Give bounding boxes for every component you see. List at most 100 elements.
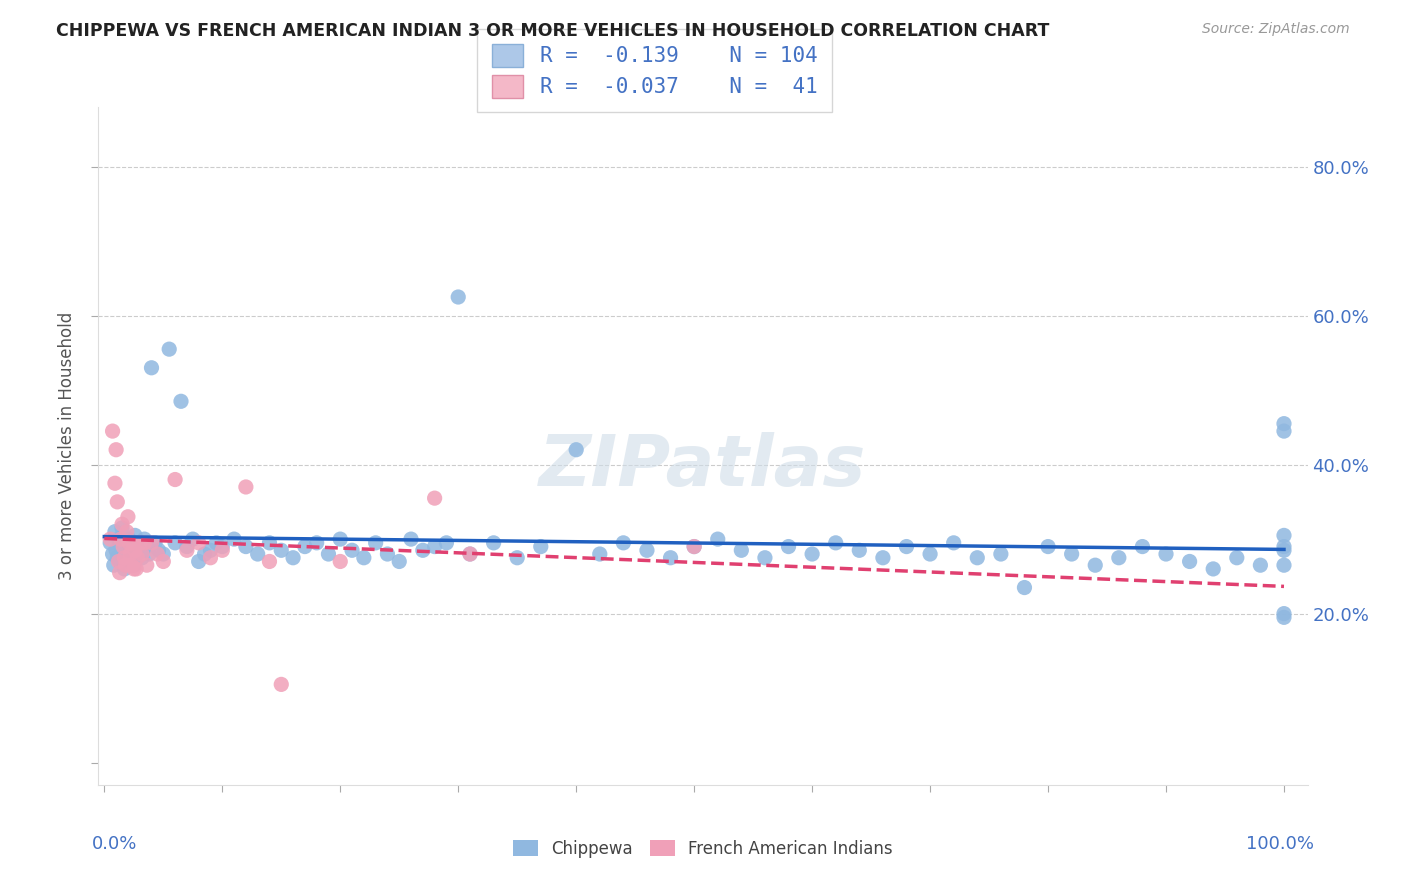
- Point: [122, 562, 145, 576]
- Point: [107, 532, 129, 546]
- Point: [270, 543, 292, 558]
- Point: [122, 558, 145, 573]
- Point: [120, 547, 142, 561]
- Point: [872, 550, 894, 565]
- Y-axis label: 3 or more Vehicles in Household: 3 or more Vehicles in Household: [58, 312, 76, 580]
- Point: [115, 547, 138, 561]
- Point: [120, 550, 142, 565]
- Point: [340, 543, 363, 558]
- Point: [1272, 610, 1295, 624]
- Point: [120, 558, 142, 573]
- Point: [200, 550, 222, 565]
- Point: [235, 540, 257, 554]
- Point: [165, 473, 187, 487]
- Point: [1272, 417, 1295, 431]
- Point: [104, 476, 127, 491]
- Point: [1272, 543, 1295, 558]
- Point: [246, 547, 269, 561]
- Point: [112, 543, 135, 558]
- Point: [127, 550, 149, 565]
- Point: [942, 536, 965, 550]
- Point: [659, 550, 682, 565]
- Point: [565, 442, 588, 457]
- Point: [125, 547, 148, 561]
- Point: [165, 536, 187, 550]
- Point: [1178, 554, 1201, 568]
- Point: [896, 540, 918, 554]
- Text: 0.0%: 0.0%: [93, 836, 138, 854]
- Point: [364, 536, 387, 550]
- Point: [104, 524, 127, 539]
- Point: [112, 540, 135, 554]
- Point: [1272, 607, 1295, 621]
- Point: [1132, 540, 1154, 554]
- Point: [138, 547, 160, 561]
- Point: [778, 540, 800, 554]
- Point: [134, 532, 156, 546]
- Point: [506, 550, 529, 565]
- Point: [118, 536, 141, 550]
- Point: [801, 547, 824, 561]
- Text: CHIPPEWA VS FRENCH AMERICAN INDIAN 3 OR MORE VEHICLES IN HOUSEHOLD CORRELATION C: CHIPPEWA VS FRENCH AMERICAN INDIAN 3 OR …: [56, 22, 1050, 40]
- Point: [121, 536, 143, 550]
- Point: [294, 540, 316, 554]
- Point: [101, 424, 124, 438]
- Point: [1272, 558, 1295, 573]
- Point: [112, 550, 135, 565]
- Point: [683, 540, 706, 554]
- Point: [318, 547, 340, 561]
- Point: [1084, 558, 1107, 573]
- Point: [388, 554, 411, 568]
- Point: [281, 550, 304, 565]
- Point: [124, 528, 146, 542]
- Point: [108, 566, 131, 580]
- Point: [1036, 540, 1059, 554]
- Point: [458, 547, 481, 561]
- Point: [101, 547, 124, 561]
- Point: [103, 558, 125, 573]
- Point: [305, 536, 328, 550]
- Point: [176, 540, 198, 554]
- Legend: Chippewa, French American Indians: Chippewa, French American Indians: [506, 833, 900, 864]
- Point: [115, 524, 138, 539]
- Point: [131, 550, 153, 565]
- Point: [176, 543, 198, 558]
- Point: [329, 554, 352, 568]
- Point: [1060, 547, 1083, 561]
- Point: [848, 543, 870, 558]
- Point: [187, 536, 209, 550]
- Point: [211, 543, 233, 558]
- Point: [125, 562, 148, 576]
- Point: [200, 543, 222, 558]
- Point: [990, 547, 1012, 561]
- Point: [181, 532, 204, 546]
- Point: [107, 554, 129, 568]
- Point: [148, 543, 170, 558]
- Point: [222, 532, 245, 546]
- Point: [135, 558, 157, 573]
- Point: [111, 521, 134, 535]
- Point: [141, 536, 163, 550]
- Point: [1014, 581, 1036, 595]
- Point: [270, 677, 292, 691]
- Point: [105, 550, 128, 565]
- Point: [135, 540, 157, 554]
- Point: [105, 543, 128, 558]
- Point: [612, 536, 634, 550]
- Point: [111, 517, 134, 532]
- Point: [170, 394, 193, 409]
- Point: [134, 536, 156, 550]
- Point: [1154, 547, 1177, 561]
- Point: [110, 540, 132, 554]
- Point: [423, 491, 446, 505]
- Point: [117, 554, 139, 568]
- Point: [530, 540, 553, 554]
- Point: [105, 495, 128, 509]
- Point: [120, 543, 142, 558]
- Point: [436, 536, 458, 550]
- Point: [127, 536, 149, 550]
- Point: [205, 536, 228, 550]
- Point: [412, 543, 434, 558]
- Point: [377, 547, 399, 561]
- Text: Source: ZipAtlas.com: Source: ZipAtlas.com: [1202, 22, 1350, 37]
